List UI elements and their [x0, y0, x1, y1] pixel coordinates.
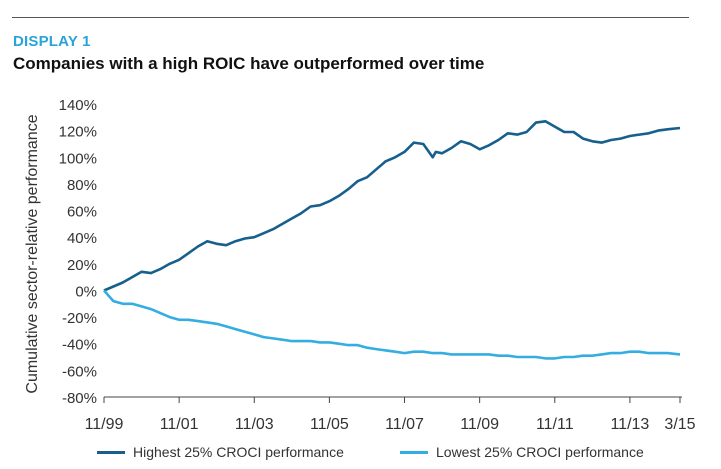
x-tick-label: 11/99	[85, 416, 124, 433]
x-tick-label: 11/01	[160, 416, 199, 433]
x-tick-label: 11/05	[310, 416, 349, 433]
y-tick-label: 140%	[59, 97, 97, 114]
y-axis-label: Cumulative sector-relative performance	[24, 114, 41, 393]
legend-label-high: Highest 25% CROCI performance	[133, 444, 344, 460]
y-tick-label: 100%	[59, 150, 97, 167]
y-tick-label: 0%	[75, 283, 97, 300]
y-tick-label: -80%	[62, 390, 97, 407]
y-tick-label: -20%	[62, 310, 97, 327]
y-tick-label: -60%	[62, 363, 97, 380]
x-tick-label: 11/09	[460, 416, 499, 433]
x-tick-label: 3/15	[664, 416, 695, 433]
x-tick-label: 11/13	[610, 416, 649, 433]
y-tick-label: 80%	[67, 177, 97, 194]
series-line-highest-croci	[103, 120, 681, 292]
y-tick-label: 40%	[67, 230, 97, 247]
y-tick-label: -40%	[62, 337, 97, 354]
y-tick-label: 120%	[59, 124, 97, 141]
x-tick-label: 11/03	[235, 416, 274, 433]
legend-item-low: Lowest 25% CROCI performance	[400, 444, 644, 460]
top-rule	[12, 17, 689, 18]
y-tick-label: 60%	[67, 204, 97, 221]
legend-label-low: Lowest 25% CROCI performance	[436, 444, 644, 460]
series-line-lowest-croci	[103, 289, 681, 360]
legend-swatch-high	[97, 450, 125, 454]
legend-item-high: Highest 25% CROCI performance	[97, 444, 344, 460]
legend-swatch-low	[400, 450, 428, 454]
y-tick-label: 20%	[67, 257, 97, 274]
chart-title: Companies with a high ROIC have outperfo…	[13, 54, 485, 73]
display-label: DISPLAY 1	[13, 33, 91, 50]
x-tick-label: 11/11	[536, 416, 574, 433]
x-tick-label: 11/07	[385, 416, 424, 433]
